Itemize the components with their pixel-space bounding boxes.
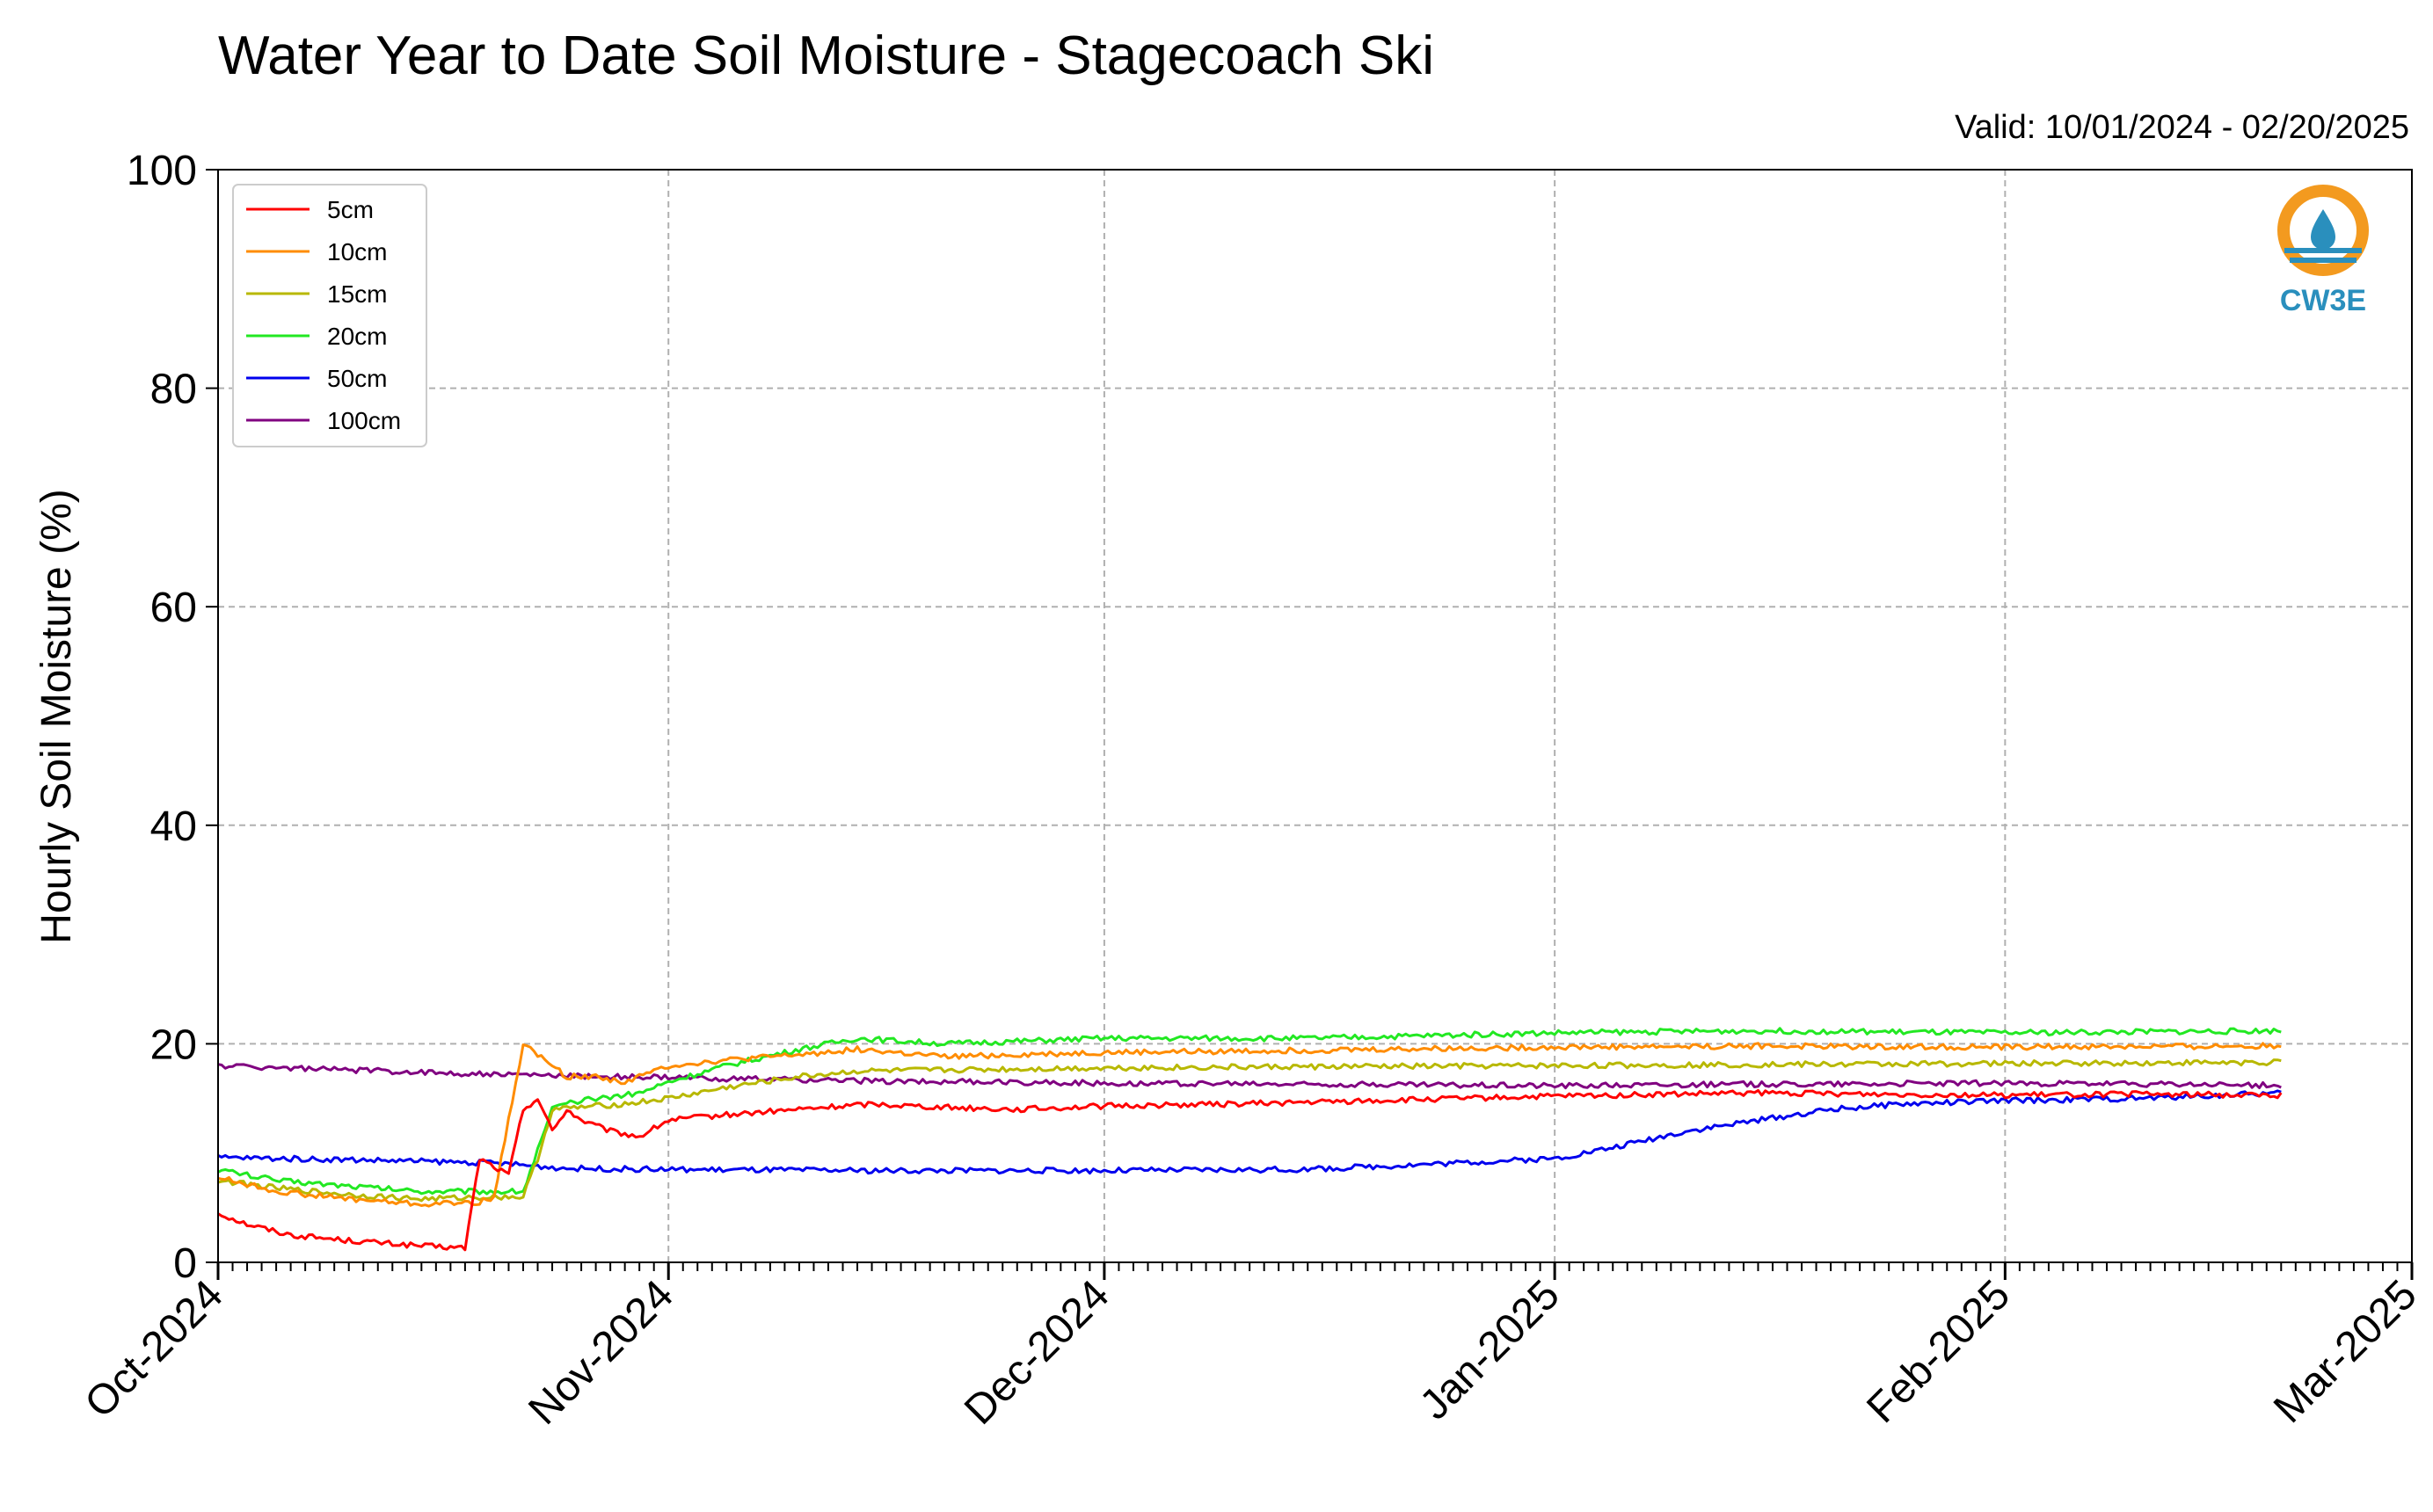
logo-wave-2 [2290, 258, 2357, 263]
x-tick-label: Mar-2025 [2265, 1271, 2426, 1432]
y-tick-label: 0 [173, 1240, 197, 1287]
series-line-50cm [217, 1089, 2282, 1175]
x-tick-label: Jan-2025 [1411, 1271, 1569, 1428]
x-tick-label: Dec-2024 [956, 1271, 1118, 1434]
legend: 5cm 10cm 15cm 20cm 50cm 100cm [232, 184, 427, 447]
series-group [217, 1027, 2283, 1252]
series-line-100cm [217, 1063, 2282, 1090]
y-tick-label: 80 [150, 367, 197, 413]
y-tick-label: 60 [150, 585, 197, 631]
axes-group: 0 20 40 60 80 100 Oct-2024 Nov-2024 Dec-2024 Jan-… [76, 148, 2426, 1434]
legend-label-20cm: 20cm [327, 323, 387, 350]
legend-label-100cm: 100cm [327, 407, 401, 434]
logo-wave-1 [2284, 248, 2362, 253]
series-line-15cm [217, 1058, 2282, 1203]
y-tick-label: 40 [150, 803, 197, 850]
x-tick-label: Nov-2024 [520, 1271, 682, 1434]
x-tick-label: Oct-2024 [76, 1271, 232, 1427]
chart-title: Water Year to Date Soil Moisture - Stage… [218, 25, 1435, 86]
water-drop-icon [2311, 209, 2335, 250]
y-tick-label: 20 [150, 1021, 197, 1068]
legend-label-15cm: 15cm [327, 280, 387, 308]
y-tick-label: 100 [127, 148, 197, 194]
plot-frame [217, 169, 2413, 1263]
series-line-10cm [217, 1042, 2282, 1208]
legend-label-5cm: 5cm [327, 196, 374, 223]
legend-label-50cm: 50cm [327, 365, 387, 392]
series-line-20cm [217, 1027, 2282, 1196]
cw3e-logo: CW3E [2277, 185, 2369, 317]
logo-ring [2277, 185, 2369, 276]
legend-label-10cm: 10cm [327, 238, 387, 265]
x-tick-label: Feb-2025 [1858, 1271, 2019, 1432]
logo-text: CW3E [2280, 284, 2366, 317]
series-line-5cm [217, 1088, 2283, 1252]
valid-date-range: Valid: 10/01/2024 - 02/20/2025 [1955, 109, 2409, 146]
y-axis-label: Hourly Soil Moisture (%) [33, 489, 80, 943]
